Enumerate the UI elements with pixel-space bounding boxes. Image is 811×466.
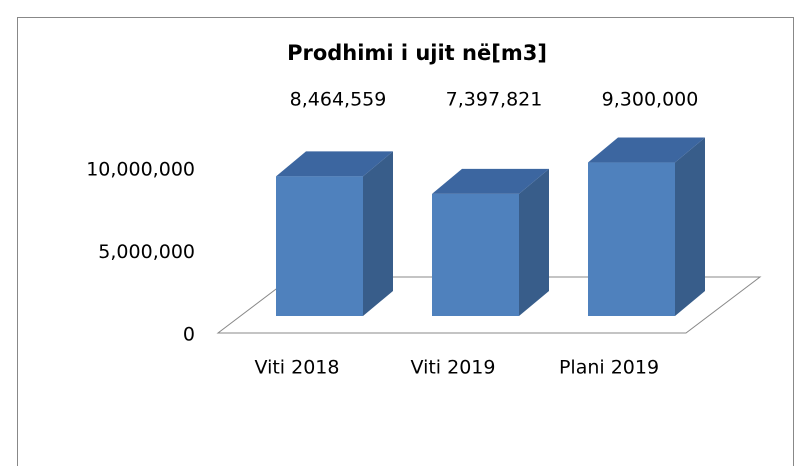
y-tick-label: 5,000,000 bbox=[98, 241, 195, 263]
bar-top bbox=[588, 137, 705, 163]
value-label: 7,397,821 bbox=[446, 89, 543, 111]
x-tick-label: Viti 2019 bbox=[411, 357, 496, 379]
x-tick-label: Plani 2019 bbox=[559, 357, 659, 379]
bar bbox=[432, 193, 519, 316]
y-tick-label: 0 bbox=[183, 324, 195, 346]
bar-top bbox=[432, 168, 549, 194]
x-tick-label: Viti 2018 bbox=[255, 357, 340, 379]
bar-side bbox=[363, 151, 393, 316]
y-tick-label: 10,000,000 bbox=[86, 159, 195, 181]
value-label: 8,464,559 bbox=[290, 89, 387, 111]
bar-top bbox=[276, 151, 393, 177]
bar-side bbox=[519, 168, 549, 316]
chart-title: Prodhimi i ujit në[m3] bbox=[287, 41, 547, 65]
bar bbox=[276, 176, 363, 316]
value-label: 9,300,000 bbox=[602, 89, 699, 111]
bar-side bbox=[675, 137, 705, 316]
bar bbox=[588, 162, 675, 316]
